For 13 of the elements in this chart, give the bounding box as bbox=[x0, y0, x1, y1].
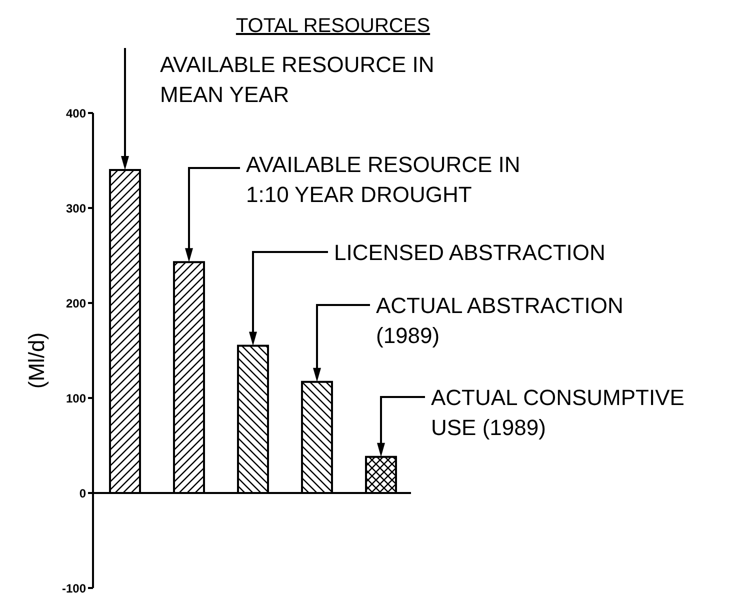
y-tick-label: 400 bbox=[66, 106, 86, 120]
y-tick-label: -100 bbox=[62, 581, 86, 593]
y-tick-label: 200 bbox=[66, 296, 86, 310]
annotation: ACTUAL ABSTRACTION (1989) bbox=[376, 293, 624, 348]
y-tick-label: 300 bbox=[66, 201, 86, 216]
text: AVAILABLE RESOURCE IN MEAN YEAR bbox=[160, 52, 434, 107]
annotation: AVAILABLE RESOURCE IN 1:10 YEAR DROUGHT bbox=[246, 152, 520, 207]
chart-title: TOTAL RESOURCES bbox=[236, 15, 430, 37]
annotation: LICENSED ABSTRACTION bbox=[334, 240, 606, 265]
y-tick-label: 0 bbox=[79, 486, 86, 500]
y-axis-title: (Ml/d) bbox=[24, 332, 49, 389]
text: ACTUAL CONSUMPTIVE USE (1989) bbox=[431, 385, 684, 440]
y-tick-label: 100 bbox=[66, 391, 86, 406]
